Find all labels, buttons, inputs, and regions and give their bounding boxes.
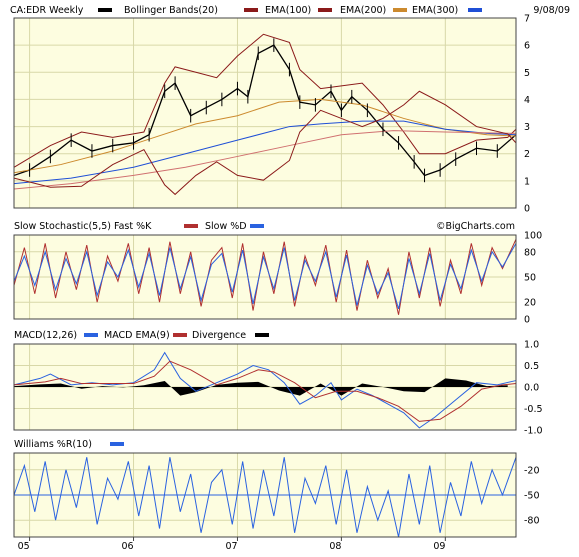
legend-swatch-ema300 [468, 8, 482, 12]
ema300-line [13, 130, 517, 190]
williams-line [13, 457, 517, 538]
williams-plot: -20 -50 -80 [13, 453, 540, 538]
y-tick-label: 1 [524, 176, 530, 187]
y-tick-label: -0.5 [524, 404, 543, 415]
bollinger-lower-line [13, 90, 517, 196]
legend-swatch-bollinger [244, 8, 258, 12]
date-label: 9/08/09 [533, 5, 570, 16]
watermark: ©BigCharts.com [436, 221, 515, 232]
bollinger-line [13, 33, 517, 168]
x-axis: 05 06 07 08 09 [18, 537, 446, 552]
legend-swatch-stoch-slow [250, 224, 264, 228]
macd-panel-border [13, 343, 517, 431]
stochastic-slow-label: Slow %D [205, 221, 247, 232]
divergence-area [14, 378, 508, 396]
y-tick-label: 5 [524, 68, 530, 79]
legend-swatch-ema200 [393, 8, 407, 12]
y-tick-label: 2 [524, 149, 530, 160]
legend-swatch-williams [110, 442, 124, 446]
y-tick-label: 0.5 [524, 361, 539, 372]
divergence-label: Divergence [192, 330, 246, 341]
y-tick-label: 0 [524, 204, 530, 215]
macd-title: MACD(12,26) [14, 330, 77, 341]
stochastic-panel: Slow Stochastic(5,5) Fast %K Slow %D ©Bi… [13, 221, 542, 326]
y-tick-label: 0.0 [524, 383, 539, 394]
legend-swatch-ema100 [318, 8, 332, 12]
y-tick-label: -50 [524, 491, 540, 502]
price-panel: 0 1 2 3 4 5 6 7 [13, 14, 530, 215]
williams-panel-border [13, 452, 517, 538]
stochastic-title: Slow Stochastic(5,5) Fast %K [14, 221, 152, 232]
macd-panel: MACD(12,26) MACD EMA(9) Divergence 1.0 0.… [13, 330, 543, 437]
macd-line [13, 351, 517, 429]
legend-swatch-macd-ema [173, 333, 187, 337]
legend-swatch-price [98, 8, 112, 12]
y-tick-label: 7 [524, 14, 530, 25]
legend-swatch-macd [84, 333, 98, 337]
y-tick-label: 20 [524, 298, 536, 309]
y-tick-label: 80 [524, 247, 536, 258]
stochastic-slow-line [13, 243, 517, 310]
macd-ema-label: MACD EMA(9) [104, 330, 170, 341]
symbol-label: CA:EDR Weekly [10, 5, 84, 16]
x-tick-label: 08 [329, 541, 341, 552]
ema200-line [13, 120, 517, 185]
x-tick-label: 05 [18, 541, 30, 552]
ema200-label: EMA(200) [340, 5, 386, 16]
y-tick-label: -20 [524, 465, 540, 476]
x-tick-label: 07 [225, 541, 237, 552]
y-tick-label: 100 [524, 231, 542, 242]
y-tick-label: 50 [524, 273, 536, 284]
williams-title: Williams %R(10) [14, 439, 92, 450]
y-tick-label: 6 [524, 41, 530, 52]
legend-swatch-stoch-fast [184, 224, 198, 228]
y-tick-label: 4 [524, 95, 530, 106]
x-tick-label: 09 [433, 541, 445, 552]
stochastic-fast-line [13, 238, 517, 315]
stochastic-panel-border [13, 234, 517, 320]
y-tick-label: -1.0 [524, 426, 543, 437]
ema300-label: EMA(300) [412, 5, 458, 16]
header-legend: CA:EDR Weekly Bollinger Bands(20) EMA(10… [10, 5, 570, 16]
y-tick-label: -80 [524, 516, 540, 527]
macd-signal-line [13, 360, 517, 422]
ema100-label: EMA(100) [265, 5, 311, 16]
y-tick-label: 0 [524, 315, 530, 326]
x-tick-label: 06 [122, 541, 134, 552]
williams-panel: Williams %R(10) -20 -50 -80 [13, 439, 540, 538]
y-tick-label: 3 [524, 122, 530, 133]
price-panel-border [13, 17, 517, 209]
legend-swatch-divergence [255, 333, 269, 337]
y-tick-label: 1.0 [524, 340, 539, 351]
bollinger-label: Bollinger Bands(20) [124, 5, 218, 16]
